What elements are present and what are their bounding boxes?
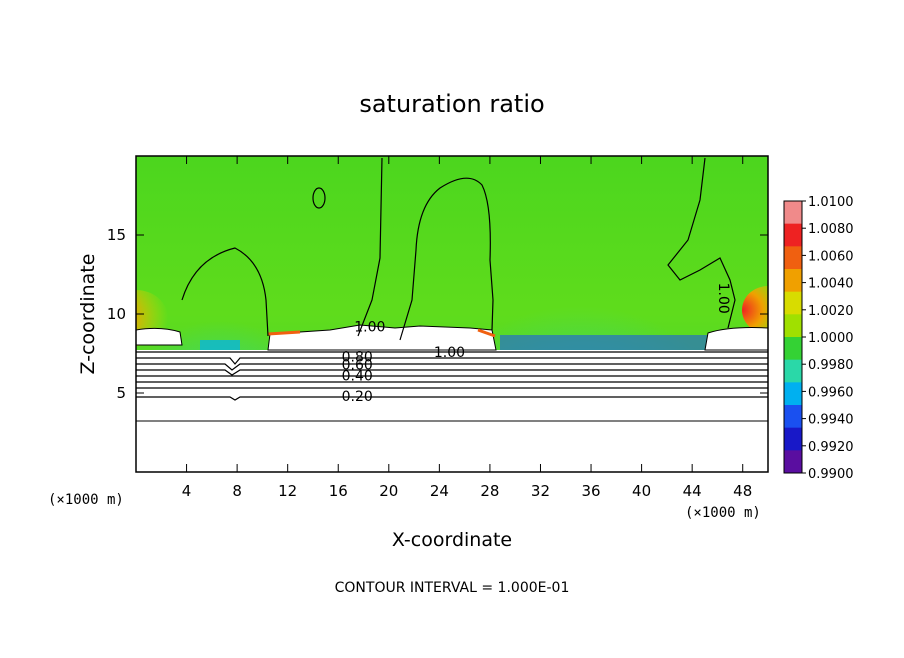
red-rim (477, 328, 496, 338)
x-axis-ticks: 4 8 12 16 20 24 28 32 36 40 44 48 (182, 156, 752, 500)
y-tick-label: 15 (107, 226, 126, 244)
colorbar-swatch (784, 314, 802, 338)
colorbar-label: 0.9980 (808, 358, 854, 373)
contour-label: 1.00 (434, 345, 465, 361)
x-unit-left: (×1000 m) (48, 492, 124, 508)
x-tick-label: 20 (379, 482, 398, 500)
colorbar-swatch (784, 427, 802, 451)
colorbar-label: 0.9900 (808, 467, 854, 482)
contour-interval-text: CONTOUR INTERVAL = 1.000E-01 (335, 580, 570, 596)
x-tick-label: 12 (278, 482, 297, 500)
colorbar-label: 1.0040 (808, 277, 854, 292)
x-tick-label: 44 (683, 482, 702, 500)
field-blue-band (500, 335, 730, 351)
colorbar-swatch (784, 382, 802, 406)
x-tick-label: 16 (329, 482, 348, 500)
x-tick-label: 4 (182, 482, 192, 500)
cloud-white-region (136, 327, 183, 346)
x-unit-right: (×1000 m) (685, 505, 761, 521)
y-tick-label: 5 (116, 384, 126, 402)
y-tick-label: 10 (107, 305, 126, 323)
contour-label: 1.00 (354, 320, 385, 336)
contour-labels: 1.00 1.00 1.00 0.800.600.40 0.20 (342, 283, 731, 406)
colorbar-swatch (784, 201, 802, 225)
y-axis-ticks: 5 10 15 (107, 226, 768, 402)
colorbar-swatch (784, 291, 802, 315)
colorbar-label: 1.0100 (808, 195, 854, 210)
colorbar-label: 1.0000 (808, 331, 854, 346)
contour-label: 1.00 (715, 283, 731, 314)
contour-label: 0.60 (342, 358, 373, 374)
colorbar-label: 1.0080 (808, 222, 854, 237)
colorbar-swatch (784, 269, 802, 293)
red-rim (267, 330, 301, 336)
x-tick-label: 36 (581, 482, 600, 500)
x-tick-label: 40 (632, 482, 651, 500)
contour-label: 0.40 (342, 369, 373, 385)
colorbar-swatch (784, 450, 802, 474)
x-tick-label: 8 (232, 482, 242, 500)
colorbar-swatch (784, 223, 802, 247)
x-tick-label: 28 (480, 482, 499, 500)
colorbar-swatch (784, 246, 802, 270)
cloud-white-region (704, 327, 768, 351)
field-red-edge (742, 286, 768, 334)
x-tick-label: 32 (531, 482, 550, 500)
colorbar-label: 1.0060 (808, 249, 854, 264)
colorbar-label: 1.0020 (808, 304, 854, 319)
x-axis-label: X-coordinate (392, 529, 512, 551)
colorbar-label: 0.9940 (808, 413, 854, 428)
x-tick-label: 48 (733, 482, 752, 500)
colorbar-label: 0.9920 (808, 440, 854, 455)
contour-label: 0.20 (342, 389, 373, 405)
plot-area (136, 156, 768, 472)
contour-lines (136, 157, 768, 422)
contour-label: 0.80 (342, 350, 373, 366)
colorbar-swatch (784, 337, 802, 361)
field-blue-band (200, 340, 240, 352)
y-axis-label: Z-coordinate (77, 254, 99, 375)
colorbar-label: 0.9960 (808, 385, 854, 400)
colorbar-swatch (784, 405, 802, 429)
colorbar: 1.0100 1.0080 1.0060 1.0040 1.0020 1.0000 0.99… (783, 195, 854, 482)
chart-title: saturation ratio (359, 90, 544, 118)
x-tick-label: 24 (430, 482, 449, 500)
colorbar-swatch (784, 359, 802, 383)
